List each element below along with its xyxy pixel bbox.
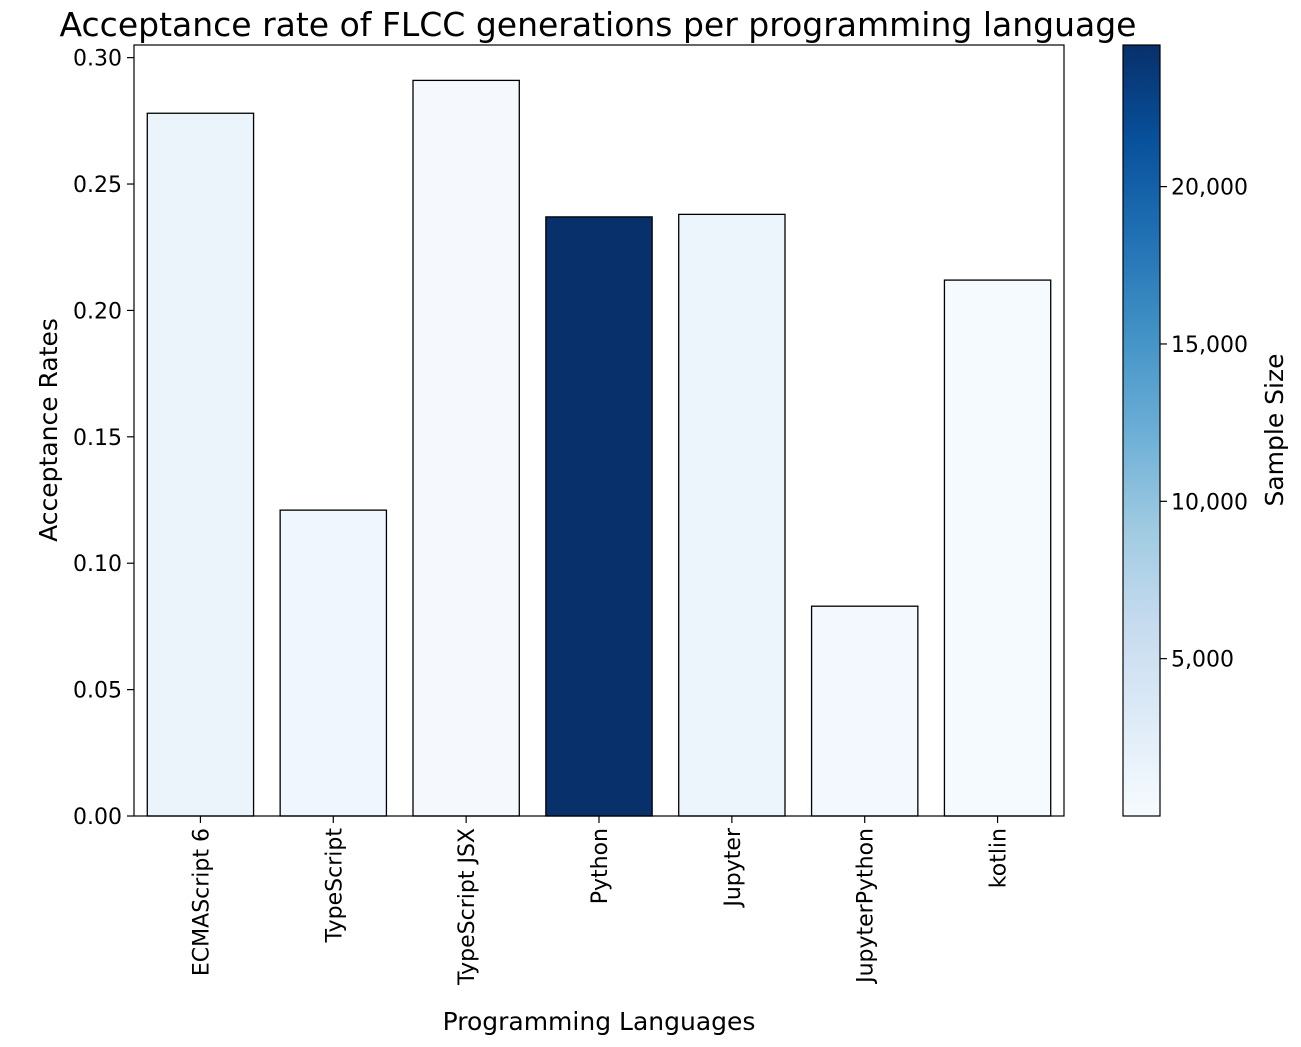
y-tick-label: 0.30 bbox=[73, 47, 122, 72]
bar bbox=[678, 213, 786, 817]
bar bbox=[279, 509, 388, 817]
x-axis-label: Programming Languages bbox=[443, 1007, 756, 1036]
x-tick-label: ECMAScript 6 bbox=[189, 828, 214, 976]
bar bbox=[545, 216, 653, 817]
chart-title: Acceptance rate of FLCC generations per … bbox=[60, 5, 1137, 44]
y-tick-label: 0.20 bbox=[73, 299, 122, 324]
y-tick-label: 0.15 bbox=[73, 426, 122, 451]
bar bbox=[412, 79, 520, 817]
y-tick-label: 0.25 bbox=[73, 173, 122, 198]
colorbar bbox=[1122, 44, 1161, 817]
x-tick-label: TypeScript bbox=[322, 828, 347, 944]
colorbar-tick-label: 20,000 bbox=[1171, 176, 1248, 201]
bar bbox=[810, 605, 919, 817]
y-tick-label: 0.05 bbox=[73, 679, 122, 704]
x-tick-label: JupyterPython bbox=[854, 828, 879, 985]
colorbar-axis: 5,000 10,000 15,000 20,000 bbox=[1160, 176, 1248, 673]
colorbar-label: Sample Size bbox=[1260, 353, 1289, 506]
y-tick-label: 0.10 bbox=[73, 552, 122, 577]
y-tick-label: 0.00 bbox=[73, 805, 122, 830]
x-tick-label: Python bbox=[588, 828, 613, 904]
bar bbox=[146, 112, 255, 817]
bar bbox=[943, 279, 1052, 817]
colorbar-tick-label: 10,000 bbox=[1171, 490, 1248, 515]
y-axis-label: Acceptance Rates bbox=[34, 318, 63, 542]
x-tick-label: TypeScript JSX bbox=[455, 828, 480, 986]
y-axis: 0.00 0.05 0.10 0.15 0.20 0.25 0.30 bbox=[73, 47, 134, 830]
colorbar-tick-label: 5,000 bbox=[1171, 648, 1234, 673]
colorbar-tick-label: 15,000 bbox=[1171, 333, 1248, 358]
x-tick-label: kotlin bbox=[987, 828, 1012, 888]
x-tick-label: Jupyter bbox=[721, 827, 746, 909]
x-axis: ECMAScript 6 TypeScript TypeScript JSX Pyth… bbox=[189, 816, 1012, 986]
bars bbox=[146, 79, 1052, 817]
